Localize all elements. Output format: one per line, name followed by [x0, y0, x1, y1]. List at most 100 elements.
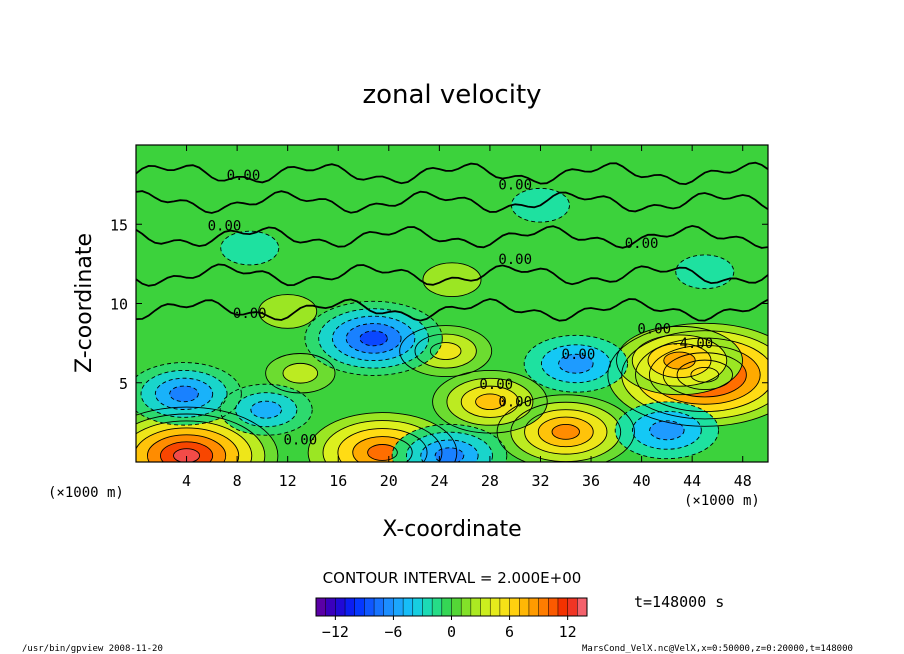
contour-line — [220, 230, 280, 266]
contour-line — [173, 448, 201, 462]
contour-line — [399, 325, 493, 378]
contour-line — [154, 377, 214, 410]
x-axis-label: X-coordinate — [382, 517, 521, 542]
feature-8 — [304, 301, 443, 376]
contour-band — [220, 231, 279, 265]
contour-line — [304, 300, 443, 376]
x-tick-label: 40 — [633, 472, 651, 490]
colorbar-tick-label: 6 — [505, 623, 514, 641]
colorbar-tick-label: −12 — [322, 623, 349, 641]
contour-line — [352, 436, 413, 462]
colorbar-segment — [538, 598, 549, 616]
contour-band — [359, 330, 388, 346]
contour-line — [648, 344, 761, 405]
contour-band — [422, 262, 482, 297]
contour-line — [675, 254, 735, 290]
colorbar-tick-label: −6 — [384, 623, 402, 641]
footer-left: /usr/bin/gpview 2008-11-20 — [22, 644, 163, 654]
contour-label: 0.00 — [233, 306, 267, 322]
x-tick-label: 44 — [683, 472, 701, 490]
contour-line — [460, 385, 520, 418]
colorbar-segment — [335, 598, 346, 616]
contour-line — [307, 412, 458, 462]
contour-line — [496, 394, 635, 462]
time-label: t=148000 s — [634, 593, 724, 611]
contour-line — [631, 334, 728, 387]
colorbar-segment — [393, 598, 404, 616]
contour-line — [282, 362, 319, 384]
contour-label: 0.00 — [208, 219, 242, 235]
contour-line — [635, 337, 768, 413]
feature-11 — [220, 384, 313, 436]
feature-3 — [616, 326, 743, 395]
feature-17 — [258, 294, 317, 329]
contour-label: 0.00 — [227, 168, 261, 184]
contour-line — [136, 406, 279, 462]
contour-line — [523, 334, 628, 393]
contour-band — [475, 393, 505, 410]
feature-7 — [265, 353, 336, 393]
contour-line — [345, 323, 402, 354]
contour-line — [631, 410, 702, 450]
colorbar-segment — [548, 598, 559, 616]
contour-line — [551, 424, 580, 440]
colorbar-segment — [451, 598, 462, 616]
colorbar-segment — [374, 598, 385, 616]
contour-band — [649, 420, 685, 440]
colorbar-segment — [557, 598, 568, 616]
contour-line — [676, 359, 733, 390]
contour-line — [429, 342, 462, 361]
x-unit-right: (×1000 m) — [684, 493, 760, 509]
x-tick-label: 48 — [734, 472, 752, 490]
contour-band — [663, 352, 696, 370]
contour-line — [420, 439, 479, 462]
plot-area: 0.00 0.00 0.00 0.00 0.00 0.00 0.00 0.00 0.00 0.00… — [135, 144, 769, 463]
contour-label: 0.00 — [283, 433, 317, 449]
contour-line — [537, 416, 594, 448]
contour-line — [524, 409, 608, 455]
y-tick-label: 15 — [110, 216, 128, 234]
x-tick-label: 32 — [531, 472, 549, 490]
contour-line — [322, 420, 443, 462]
contour-line — [250, 400, 282, 419]
contour-line — [219, 383, 313, 436]
x-unit-left: (×1000 m) — [48, 485, 124, 501]
contour-line — [406, 431, 493, 462]
contour-interval: CONTOUR INTERVAL = 2.000E+00 — [323, 569, 582, 587]
colorbar-segment — [383, 598, 394, 616]
x-tick-label: 4 — [182, 472, 191, 490]
zero-contour — [136, 298, 768, 322]
contour-band — [367, 444, 398, 461]
contour-line — [169, 385, 199, 403]
y-axis-label: Z-coordinate — [72, 233, 97, 373]
colorbar-segment — [461, 598, 472, 616]
feature-16 — [422, 262, 482, 297]
colorbar-segment — [441, 598, 452, 616]
colorbar-segment — [528, 598, 539, 616]
x-tick-label: 36 — [582, 472, 600, 490]
contour-band — [282, 363, 318, 384]
contour-label: 0.00 — [637, 322, 671, 338]
contour-band — [675, 254, 734, 289]
contour-line — [359, 330, 388, 347]
x-tick-label: 28 — [481, 472, 499, 490]
contour-line — [258, 294, 318, 329]
contour-line — [160, 441, 214, 462]
contour-line — [540, 344, 611, 384]
y-tick-label: 5 — [119, 375, 128, 393]
colorbar-segment — [325, 598, 336, 616]
contour-line — [422, 262, 482, 298]
contour-line — [136, 420, 253, 462]
contour-line — [136, 427, 240, 462]
colorbar-ticks: −12 −6 0 6 12 — [322, 616, 577, 641]
x-tick-label: 16 — [329, 472, 347, 490]
zero-contour — [136, 161, 768, 186]
x-tick-label: 12 — [279, 472, 297, 490]
contour-band — [558, 354, 594, 374]
feature-18 — [675, 254, 734, 289]
x-tick-label: 20 — [380, 472, 398, 490]
contour-line — [446, 377, 534, 426]
x-axis: 4 8 12 16 20 24 28 32 36 40 44 48 — [182, 145, 752, 490]
contour-line — [391, 423, 508, 462]
